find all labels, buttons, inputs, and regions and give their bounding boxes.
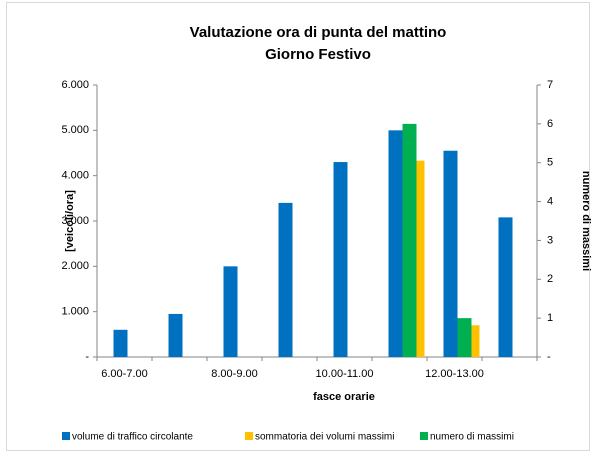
x-tick-label: 12.00-13.00 (425, 368, 484, 380)
bar (498, 217, 513, 357)
y2-tick-label: 7 (547, 79, 553, 91)
bar (333, 162, 348, 357)
bar (278, 202, 293, 357)
y-tick-label: 6.000 (61, 79, 89, 91)
y2-tick-label: 4 (547, 195, 553, 207)
bar (113, 329, 128, 357)
y-tick-label: - (85, 351, 89, 363)
legend-label: numero di massimi (430, 432, 514, 443)
legend-label: sommatoria dei volumi massimi (255, 432, 394, 443)
y2-tick-label: 6 (547, 118, 553, 130)
y-axis-label: [veicoli/ora] (64, 190, 76, 252)
y2-tick-label: - (547, 351, 551, 363)
chart-subtitle: Giorno Festivo (265, 46, 371, 63)
bar (223, 266, 238, 357)
y-tick-label: 3.000 (61, 215, 89, 227)
y-tick-label: 1.000 (61, 306, 89, 318)
y2-tick-label: 1 (547, 312, 553, 324)
bar (457, 318, 472, 357)
bar (416, 160, 425, 357)
y2-tick-label: 3 (547, 234, 553, 246)
x-tick-label: 8.00-9.00 (211, 368, 257, 380)
legend-swatch (245, 432, 253, 440)
legend-swatch (420, 432, 428, 440)
bar (168, 313, 183, 357)
y-tick-label: 2.000 (61, 260, 89, 272)
bar (471, 325, 480, 357)
y-tick-label: 4.000 (61, 170, 89, 182)
y2-axis-label: numero di massimi (580, 171, 592, 271)
y-tick-label: 5.000 (61, 124, 89, 136)
bar (402, 123, 417, 357)
y2-tick-label: 5 (547, 157, 553, 169)
legend-label: volume di traffico circolante (72, 432, 193, 443)
legend-swatch (62, 432, 70, 440)
bar (388, 130, 403, 357)
y2-tick-label: 2 (547, 273, 553, 285)
bar (443, 150, 458, 357)
x-tick-label: 6.00-7.00 (101, 368, 147, 380)
x-axis-label: fasce orarie (313, 391, 375, 403)
chart-title: Valutazione ora di punta del mattino (190, 24, 447, 41)
chart-frame (6, 2, 590, 451)
x-tick-label: 10.00-11.00 (316, 368, 374, 380)
